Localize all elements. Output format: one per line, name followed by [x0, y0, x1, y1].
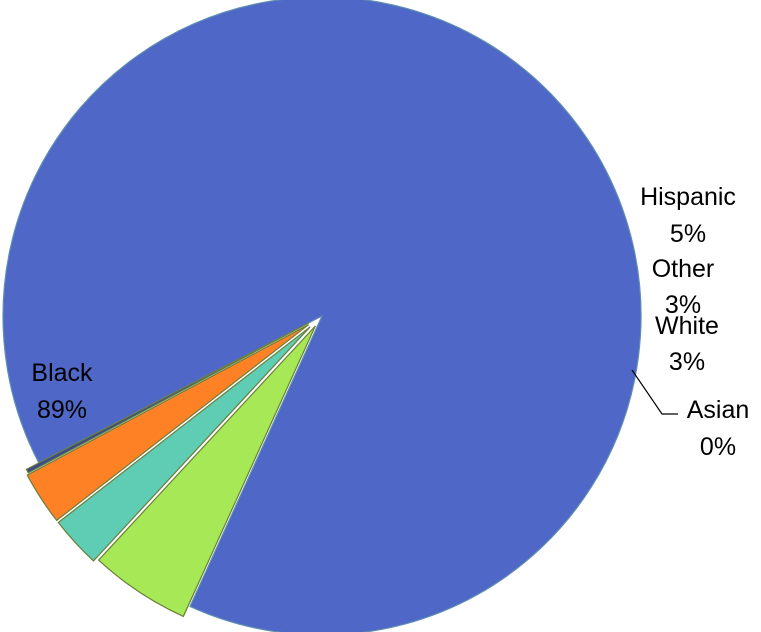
label-black-pct: 89% [37, 396, 87, 424]
pie-slice-asian [25, 321, 310, 474]
label-asian-name: Asian [687, 396, 750, 424]
pie-slice-black [2, 0, 642, 632]
slice-labels: Black 89% Hispanic 5% Other 3% White 3% … [31, 183, 749, 461]
label-hispanic-name: Hispanic [640, 183, 736, 211]
label-asian-pct: 0% [700, 433, 736, 461]
label-white-pct: 3% [669, 348, 705, 376]
label-black-name: Black [31, 359, 93, 387]
label-other-pct: 3% [665, 291, 701, 319]
pie-slice-hispanic [97, 325, 316, 618]
pie-slice-other [57, 326, 311, 562]
asian-leader-line [631, 369, 678, 415]
label-hispanic-pct: 5% [670, 220, 706, 248]
pie-slices [2, 0, 642, 632]
label-white-name: White [655, 312, 719, 340]
pie-slice-white [26, 324, 309, 522]
label-other-name: Other [652, 255, 715, 283]
